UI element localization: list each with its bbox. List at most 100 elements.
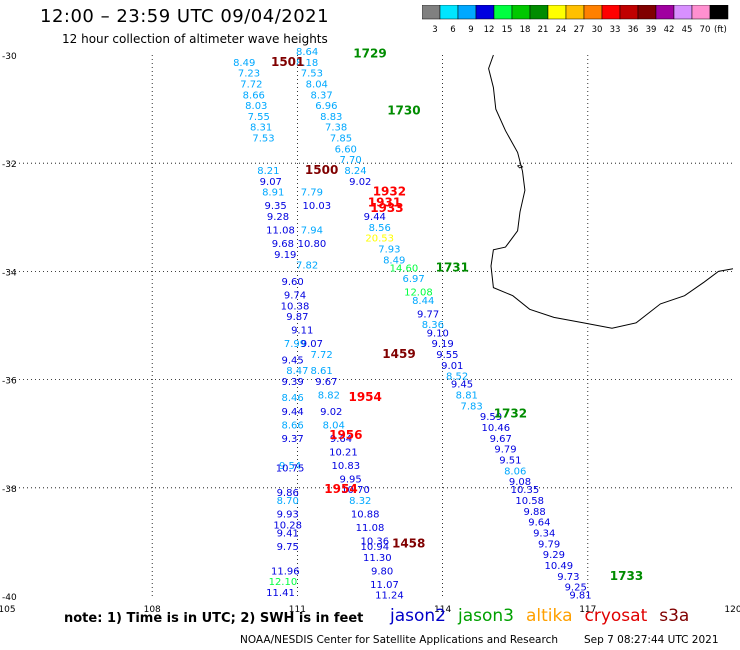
- wave-height-value: 9.08: [509, 477, 531, 488]
- wave-height-value: 9.81: [569, 591, 591, 602]
- wave-height-value: 8.18: [296, 58, 318, 69]
- wave-height-value: 10.49: [544, 561, 573, 572]
- wave-height-value: 20.53: [365, 234, 394, 245]
- wave-height-value: 9.64: [528, 518, 550, 529]
- wave-height-value: 8.56: [369, 223, 391, 234]
- wave-height-value: 7.94: [301, 226, 323, 237]
- wave-height-value: 9.07: [260, 177, 282, 188]
- scale-label: 24: [556, 25, 567, 35]
- wave-height-value: 10.28: [273, 520, 302, 531]
- wave-height-value: 9.29: [543, 550, 565, 561]
- wave-height-value: 10.46: [481, 423, 510, 434]
- wave-height-value: 8.82: [318, 391, 340, 402]
- wave-height-value: 9.79: [494, 445, 516, 456]
- lat-label: -40: [2, 593, 17, 603]
- wave-height-value: 8.24: [344, 166, 366, 177]
- wave-height-value: 6.96: [315, 101, 337, 112]
- pass-time-label: 1729: [353, 47, 386, 61]
- scale-label: 70: [700, 25, 711, 35]
- wave-height-value: 7.53: [252, 134, 274, 145]
- wave-height-value: 9.10: [427, 328, 449, 339]
- wave-height-value: 8.03: [245, 101, 267, 112]
- wave-height-value: 10.83: [331, 461, 360, 472]
- wave-height-value: 9.45: [281, 355, 303, 366]
- wave-height-value: 7.23: [238, 69, 260, 80]
- footer-note: note: 1) Time is in UTC; 2) SWH is in fe…: [64, 611, 364, 626]
- wave-height-value: 9.67: [315, 377, 337, 388]
- wave-height-value: 9.77: [417, 309, 439, 320]
- chart-title: 12:00 – 23:59 UTC 09/04/2021: [40, 6, 330, 27]
- wave-height-value: 9.54: [279, 461, 301, 472]
- wave-height-value: 10.80: [298, 239, 327, 250]
- scale-label: 15: [502, 25, 513, 35]
- lat-label: -30: [2, 52, 17, 62]
- lon-label: 120: [724, 605, 740, 615]
- wave-height-value: 9.07: [301, 339, 323, 350]
- wave-height-value: 9.93: [277, 510, 299, 521]
- wave-height-value: 10.36: [360, 537, 389, 548]
- wave-height-value: 11.41: [266, 588, 295, 599]
- wave-height-value: 10.21: [329, 447, 358, 458]
- scale-label: 30: [592, 25, 603, 35]
- color-scale-legend: 3 6 9 12 15 18 21 24 27 30 33 36 39 42 45 70 (ft): [422, 5, 729, 35]
- chart-subtitle: 12 hour collection of altimeter wave hei…: [62, 32, 328, 46]
- scale-label: 42: [664, 25, 675, 35]
- wave-height-value: 12.08: [404, 288, 433, 299]
- scale-label: 21: [538, 25, 549, 35]
- wave-height-value: 8.66: [281, 420, 303, 431]
- wave-height-value: 7.99: [284, 339, 306, 350]
- pass-time-label: 1954: [348, 390, 381, 404]
- wave-height-value: 8.37: [310, 90, 332, 101]
- pass-time-label: 1933: [370, 201, 403, 215]
- wave-height-value: 9.67: [490, 434, 512, 445]
- wave-height-value: 8.47: [286, 366, 308, 377]
- lon-label: 117: [579, 605, 596, 615]
- wave-height-value: 8.52: [446, 372, 468, 383]
- wave-height-value: 7.79: [301, 188, 323, 199]
- wave-height-value: 8.06: [504, 466, 526, 477]
- wave-height-value: 8.31: [250, 123, 272, 134]
- wave-height-value: 9.02: [320, 407, 342, 418]
- lat-label: -34: [2, 268, 17, 278]
- satellite-s3a: s3a: [659, 606, 690, 626]
- wave-height-value: 8.32: [349, 496, 371, 507]
- wave-height-value: 11.08: [356, 523, 385, 534]
- wave-height-value: 7.93: [378, 245, 400, 256]
- wave-height-value: 6.97: [402, 274, 424, 285]
- wave-height-value: 9.68: [272, 239, 294, 250]
- wave-height-value: 10.03: [302, 201, 331, 212]
- wave-height-value: 9.64: [330, 434, 352, 445]
- lon-label: 108: [144, 605, 161, 615]
- wave-height-value: 8.36: [422, 320, 444, 331]
- wave-height-value: 9.55: [436, 350, 458, 361]
- wave-height-value: 11.24: [375, 591, 404, 602]
- satellite-jason3: jason3: [458, 606, 514, 626]
- wave-height-value: 9.44: [281, 407, 303, 418]
- footer-organization: NOAA/NESDIS Center for Satellite Applica…: [240, 634, 558, 646]
- wave-height-value: 11.07: [370, 580, 399, 591]
- wave-height-value: 8.64: [296, 47, 318, 58]
- wave-height-value: 10.94: [360, 542, 389, 553]
- wave-height-value: 12.10: [269, 577, 298, 588]
- wave-height-value: 8.44: [412, 296, 434, 307]
- wave-height-value: 8.83: [320, 112, 342, 123]
- satellite-legend: jason2 jason3 altika cryosat s3a: [390, 606, 701, 626]
- wave-height-value: 7.72: [310, 350, 332, 361]
- wave-height-value: 9.45: [451, 380, 473, 391]
- pass-time-label: 1458: [392, 536, 425, 550]
- scale-label: 45: [682, 25, 693, 35]
- wave-height-value: 8.46: [281, 393, 303, 404]
- scale-label: 33: [610, 25, 621, 35]
- wave-height-value: 9.41: [277, 529, 299, 540]
- graticule: [7, 55, 733, 596]
- pass-time-label: 1500: [305, 163, 338, 177]
- wave-height-value: 9.11: [291, 326, 313, 337]
- wave-height-value: 9.34: [533, 529, 555, 540]
- wave-height-value: 9.28: [267, 212, 289, 223]
- pass-time-label: 1732: [494, 407, 527, 421]
- wave-height-value: 8.04: [323, 420, 345, 431]
- scale-unit: (ft): [714, 25, 727, 35]
- wave-height-value: 9.75: [277, 542, 299, 553]
- wave-height-value: 9.39: [281, 377, 303, 388]
